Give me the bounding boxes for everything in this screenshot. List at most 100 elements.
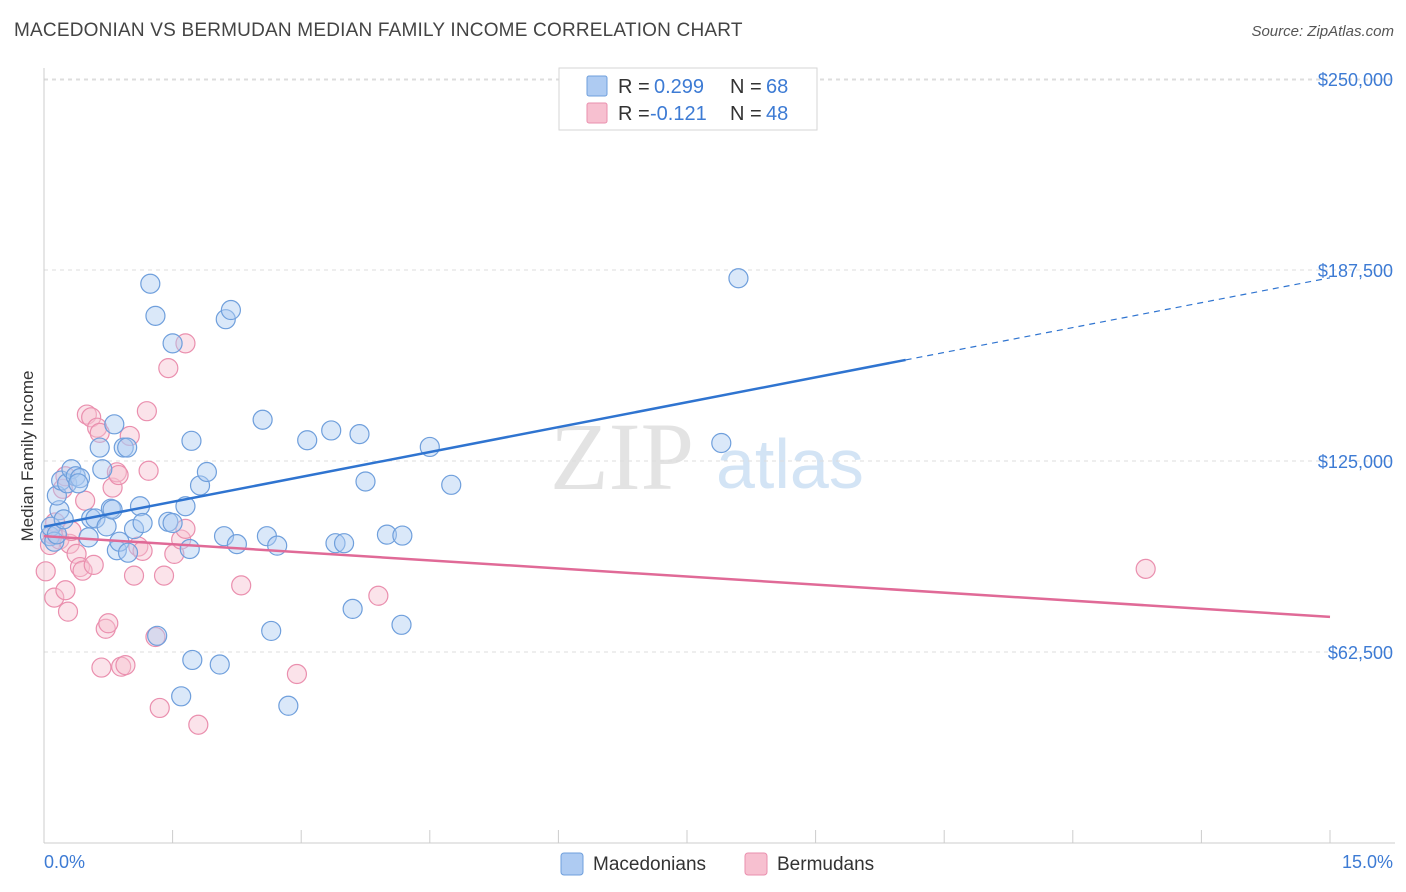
bottom-legend-bermudans: Bermudans <box>777 854 874 875</box>
bermudans-point <box>138 460 159 481</box>
bermudans-point <box>145 626 166 648</box>
watermark-zip: ZIP <box>550 403 694 510</box>
legend-n-label-2: N = <box>730 103 762 125</box>
bermudans-point <box>188 714 209 735</box>
source-credit: Source: ZipAtlas.com <box>1251 23 1394 40</box>
macedonians-point <box>342 598 363 620</box>
macedonians-point <box>213 526 235 547</box>
series-legend: Macedonians Bermudans <box>560 852 874 876</box>
macedonians-point <box>728 268 749 289</box>
macedonians-point <box>117 437 138 458</box>
macedonians-point <box>117 542 139 563</box>
macedonians-point <box>333 533 355 554</box>
legend-n-value-2: 48 <box>766 103 788 125</box>
x-tick-label-max: 15.0% <box>1342 852 1393 872</box>
bottom-legend-swatch-bermudans <box>744 852 768 876</box>
bermudans-point <box>81 407 102 428</box>
bermudans-point <box>44 587 65 608</box>
y-tick-label: $62,500 <box>1328 643 1393 663</box>
bermudans-point <box>368 585 389 606</box>
macedonians-point <box>209 654 230 675</box>
macedonians-point <box>349 424 370 445</box>
bermudans-point <box>83 554 104 576</box>
macedonians-trend-line <box>43 358 906 528</box>
grid-lines <box>44 78 1395 653</box>
legend-swatch-macedonians <box>586 75 608 97</box>
legend-n-value-1: 68 <box>766 76 788 98</box>
axes <box>43 68 1395 844</box>
macedonians-point <box>68 473 89 494</box>
macedonians-point <box>261 620 282 642</box>
bermudans-point <box>55 580 76 601</box>
legend-r-value-2: -0.121 <box>650 103 707 125</box>
macedonians-point <box>102 499 123 520</box>
bermudans-point <box>231 575 252 596</box>
macedonians-point <box>392 525 413 546</box>
macedonians-point <box>215 309 236 330</box>
macedonians-point <box>162 333 183 354</box>
macedonians-point <box>252 409 273 430</box>
macedonians-point <box>220 299 241 321</box>
bermudans-point <box>136 401 157 422</box>
macedonians-point <box>140 273 161 294</box>
macedonians-points <box>39 75 758 716</box>
chart-title: MACEDONIAN VS BERMUDAN MEDIAN FAMILY INC… <box>14 20 743 41</box>
macedonians-point <box>182 649 203 671</box>
macedonians-point <box>711 432 732 454</box>
macedonians-point <box>171 686 192 707</box>
y-tick-label: $250,000 <box>1318 70 1393 90</box>
y-axis-title: Median Family Income <box>18 370 37 541</box>
bermudans-point <box>72 560 93 581</box>
bermudans-point <box>91 657 112 678</box>
bermudans-point <box>102 477 123 498</box>
macedonians-point <box>92 459 113 480</box>
bermudans-point <box>75 490 96 511</box>
bermudans-point <box>35 561 56 582</box>
bermudans-point <box>123 565 145 586</box>
bermudans-points <box>35 333 1156 735</box>
macedonians-point <box>376 524 398 545</box>
bermudans-point <box>286 663 308 685</box>
macedonians-point <box>441 474 462 495</box>
macedonians-point <box>278 695 299 716</box>
legend-n-label-1: N = <box>730 76 762 98</box>
bermudans-point <box>149 697 170 719</box>
y-tick-labels: $62,500 $125,000 $187,500 $250,000 <box>1318 70 1393 663</box>
bermudans-point <box>158 357 179 379</box>
bermudans-point <box>57 601 79 622</box>
macedonians-point <box>355 471 376 492</box>
stats-legend: R = 0.299 N = 68 R = -0.121 N = 48 <box>558 67 818 131</box>
bermudans-point <box>1135 558 1156 579</box>
legend-r-label-1: R = <box>618 76 650 98</box>
bermudans-trend-line <box>43 534 1331 619</box>
macedonians-point <box>147 625 168 646</box>
macedonians-point <box>226 534 247 555</box>
trend-lines <box>43 277 1331 619</box>
macedonians-point <box>162 512 183 534</box>
macedonians-point <box>179 538 200 560</box>
bermudans-point <box>175 518 196 539</box>
bermudans-point <box>95 618 116 639</box>
bermudans-point <box>115 655 136 676</box>
macedonians-point <box>321 420 342 441</box>
bermudans-point <box>98 613 119 634</box>
macedonians-point <box>181 430 202 451</box>
bermudans-point <box>153 565 175 586</box>
bottom-legend-macedonians: Macedonians <box>593 854 706 875</box>
macedonians-point <box>53 509 74 530</box>
macedonians-point <box>196 461 217 483</box>
legend-r-value-1: 0.299 <box>654 76 704 98</box>
watermark-atlas: atlas <box>716 425 864 503</box>
y-tick-label: $125,000 <box>1318 452 1393 472</box>
y-tick-label: $187,500 <box>1318 261 1393 281</box>
bottom-legend-swatch-macedonians <box>560 852 584 876</box>
macedonians-point <box>89 437 110 458</box>
macedonians-point <box>297 430 318 451</box>
macedonians-point <box>104 414 125 435</box>
macedonians-trend-extension <box>905 277 1331 361</box>
macedonians-point <box>145 305 166 326</box>
macedonians-point <box>96 516 117 537</box>
x-tick-label-min: 0.0% <box>44 852 85 872</box>
macedonians-point <box>391 614 412 635</box>
